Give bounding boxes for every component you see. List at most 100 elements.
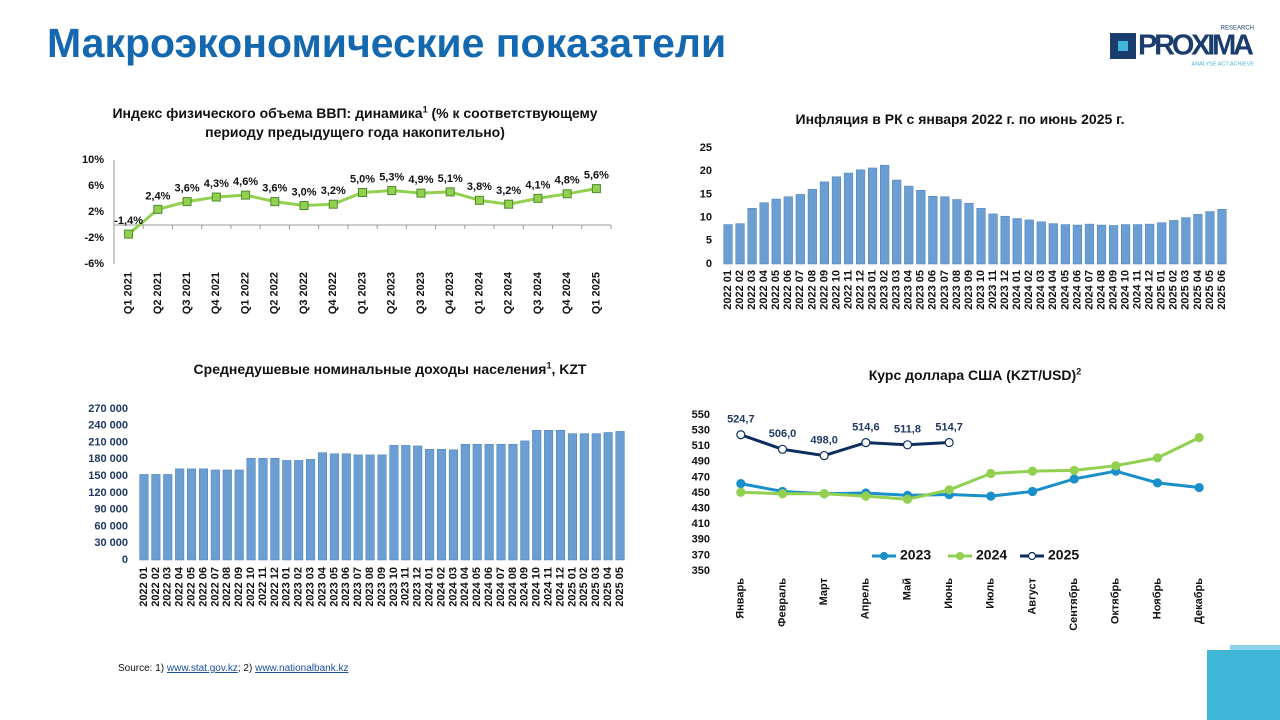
logo-mark	[1110, 33, 1136, 59]
marker	[777, 444, 788, 454]
marker	[328, 199, 338, 209]
x-tick-label: Q3 2021	[181, 272, 193, 314]
bar	[976, 208, 986, 265]
bar	[187, 468, 197, 561]
bar	[317, 452, 328, 561]
x-tick-label: 2025 05	[1204, 270, 1216, 310]
source-prefix: Source: 1)	[118, 663, 165, 674]
source-link[interactable]: www.nationalbank.kz	[255, 663, 349, 674]
x-tick-label: 2022 03	[162, 567, 174, 607]
bar	[1012, 218, 1022, 265]
bar	[341, 453, 351, 561]
x-tick-label: Июль	[985, 578, 997, 609]
bar	[413, 445, 423, 561]
x-tick-label: Q4 2021	[210, 272, 222, 314]
x-tick-label: 2025 06	[1216, 270, 1228, 310]
data-label: 524,7	[727, 414, 755, 426]
data-label: 3,0%	[291, 186, 316, 198]
bar	[1036, 221, 1046, 265]
x-tick-label: 2022 08	[806, 270, 818, 310]
marker	[1111, 466, 1121, 476]
x-tick-label: 2024 05	[471, 567, 483, 607]
x-tick-label: Q2 2023	[386, 272, 398, 314]
y-tick-label: 60 000	[94, 520, 128, 532]
title-text: (% к соответствующему периоду предыдущег…	[205, 105, 598, 140]
legend-swatch	[1027, 551, 1037, 561]
bar	[1096, 224, 1107, 265]
y-tick-label: 490	[692, 456, 710, 468]
bar	[544, 430, 554, 561]
marker	[1152, 478, 1163, 488]
source-link[interactable]: www.stat.gov.kz	[166, 663, 238, 674]
title-text: Среднедушевые номинальные доходы населен…	[193, 361, 547, 377]
x-tick-label: 2023 09	[376, 567, 388, 607]
bar	[163, 474, 173, 561]
bar	[484, 443, 494, 561]
bar	[591, 433, 601, 561]
y-tick-label: 5	[706, 235, 712, 247]
x-tick-label: 2022 12	[854, 270, 866, 310]
x-tick-label: Q1 2021	[123, 272, 135, 314]
x-tick-label: Q4 2023	[444, 272, 456, 314]
bar	[904, 185, 914, 265]
source-separator: ; 2)	[237, 663, 253, 674]
chart-title: Инфляция в РК с января 2022 г. по июнь 2…	[700, 110, 1220, 129]
bar	[270, 457, 280, 561]
bar	[1157, 222, 1167, 265]
bar	[401, 445, 411, 561]
data-label: 498,0	[810, 434, 838, 446]
y-tick-label: 370	[692, 549, 710, 561]
x-tick-label: Q4 2024	[561, 271, 573, 314]
x-tick-label: 2023 01	[867, 270, 879, 310]
marker	[944, 489, 954, 500]
x-tick-label: Q2 2024	[503, 271, 515, 314]
bar	[139, 474, 149, 561]
x-tick-label: Q1 2025	[590, 272, 602, 314]
logo-name: PROXIMA	[1138, 30, 1254, 62]
y-tick-label: 180 000	[88, 453, 128, 465]
bar	[783, 196, 793, 265]
x-tick-label: Q4 2022	[327, 272, 339, 314]
x-tick-label: 2022 12	[269, 567, 281, 607]
bar	[1072, 224, 1082, 265]
marker	[533, 193, 543, 203]
marker	[986, 468, 996, 479]
x-tick-label: 2024 09	[519, 567, 531, 607]
bar	[448, 449, 458, 561]
data-label: 4,3%	[204, 178, 229, 190]
x-tick-label: Q3 2024	[532, 271, 544, 314]
x-tick-label: Май	[901, 578, 913, 600]
y-tick-label: 470	[692, 471, 710, 483]
bar	[425, 449, 435, 561]
y-tick-label: 510	[692, 440, 710, 452]
x-tick-label: Март	[818, 577, 830, 605]
data-label: 3,8%	[467, 181, 492, 193]
x-tick-label: 2025 05	[614, 567, 626, 607]
y-tick-label: -2%	[84, 232, 104, 244]
x-tick-label: 2022 11	[257, 567, 269, 606]
y-tick-label: 530	[692, 425, 710, 437]
x-tick-label: 2022 10	[245, 567, 257, 607]
data-label: 5,3%	[379, 171, 404, 183]
bar	[532, 430, 542, 561]
x-tick-label: 2023 03	[304, 567, 316, 607]
marker	[1194, 433, 1204, 443]
bar	[258, 457, 268, 561]
x-tick-label: 2025 03	[1180, 270, 1192, 310]
legend-label: 2023	[900, 547, 931, 563]
title-note: 2	[1076, 366, 1082, 377]
logo-mark	[1118, 41, 1128, 51]
x-tick-label: 2024 08	[507, 567, 519, 607]
title-text: Индекс физического объема ВВП: динамика	[112, 105, 423, 121]
x-tick-label: 2022 09	[818, 270, 830, 310]
marker	[736, 479, 746, 489]
bar	[579, 433, 589, 561]
x-tick-label: 2024 12	[1144, 270, 1156, 310]
x-tick-label: 2022 04	[174, 566, 186, 607]
bar	[1121, 224, 1131, 265]
marker	[241, 190, 251, 200]
x-tick-label: 2023 08	[951, 270, 963, 310]
marker	[777, 486, 788, 497]
data-label: 4,1%	[525, 179, 550, 191]
y-tick-label: 210 000	[88, 436, 128, 448]
